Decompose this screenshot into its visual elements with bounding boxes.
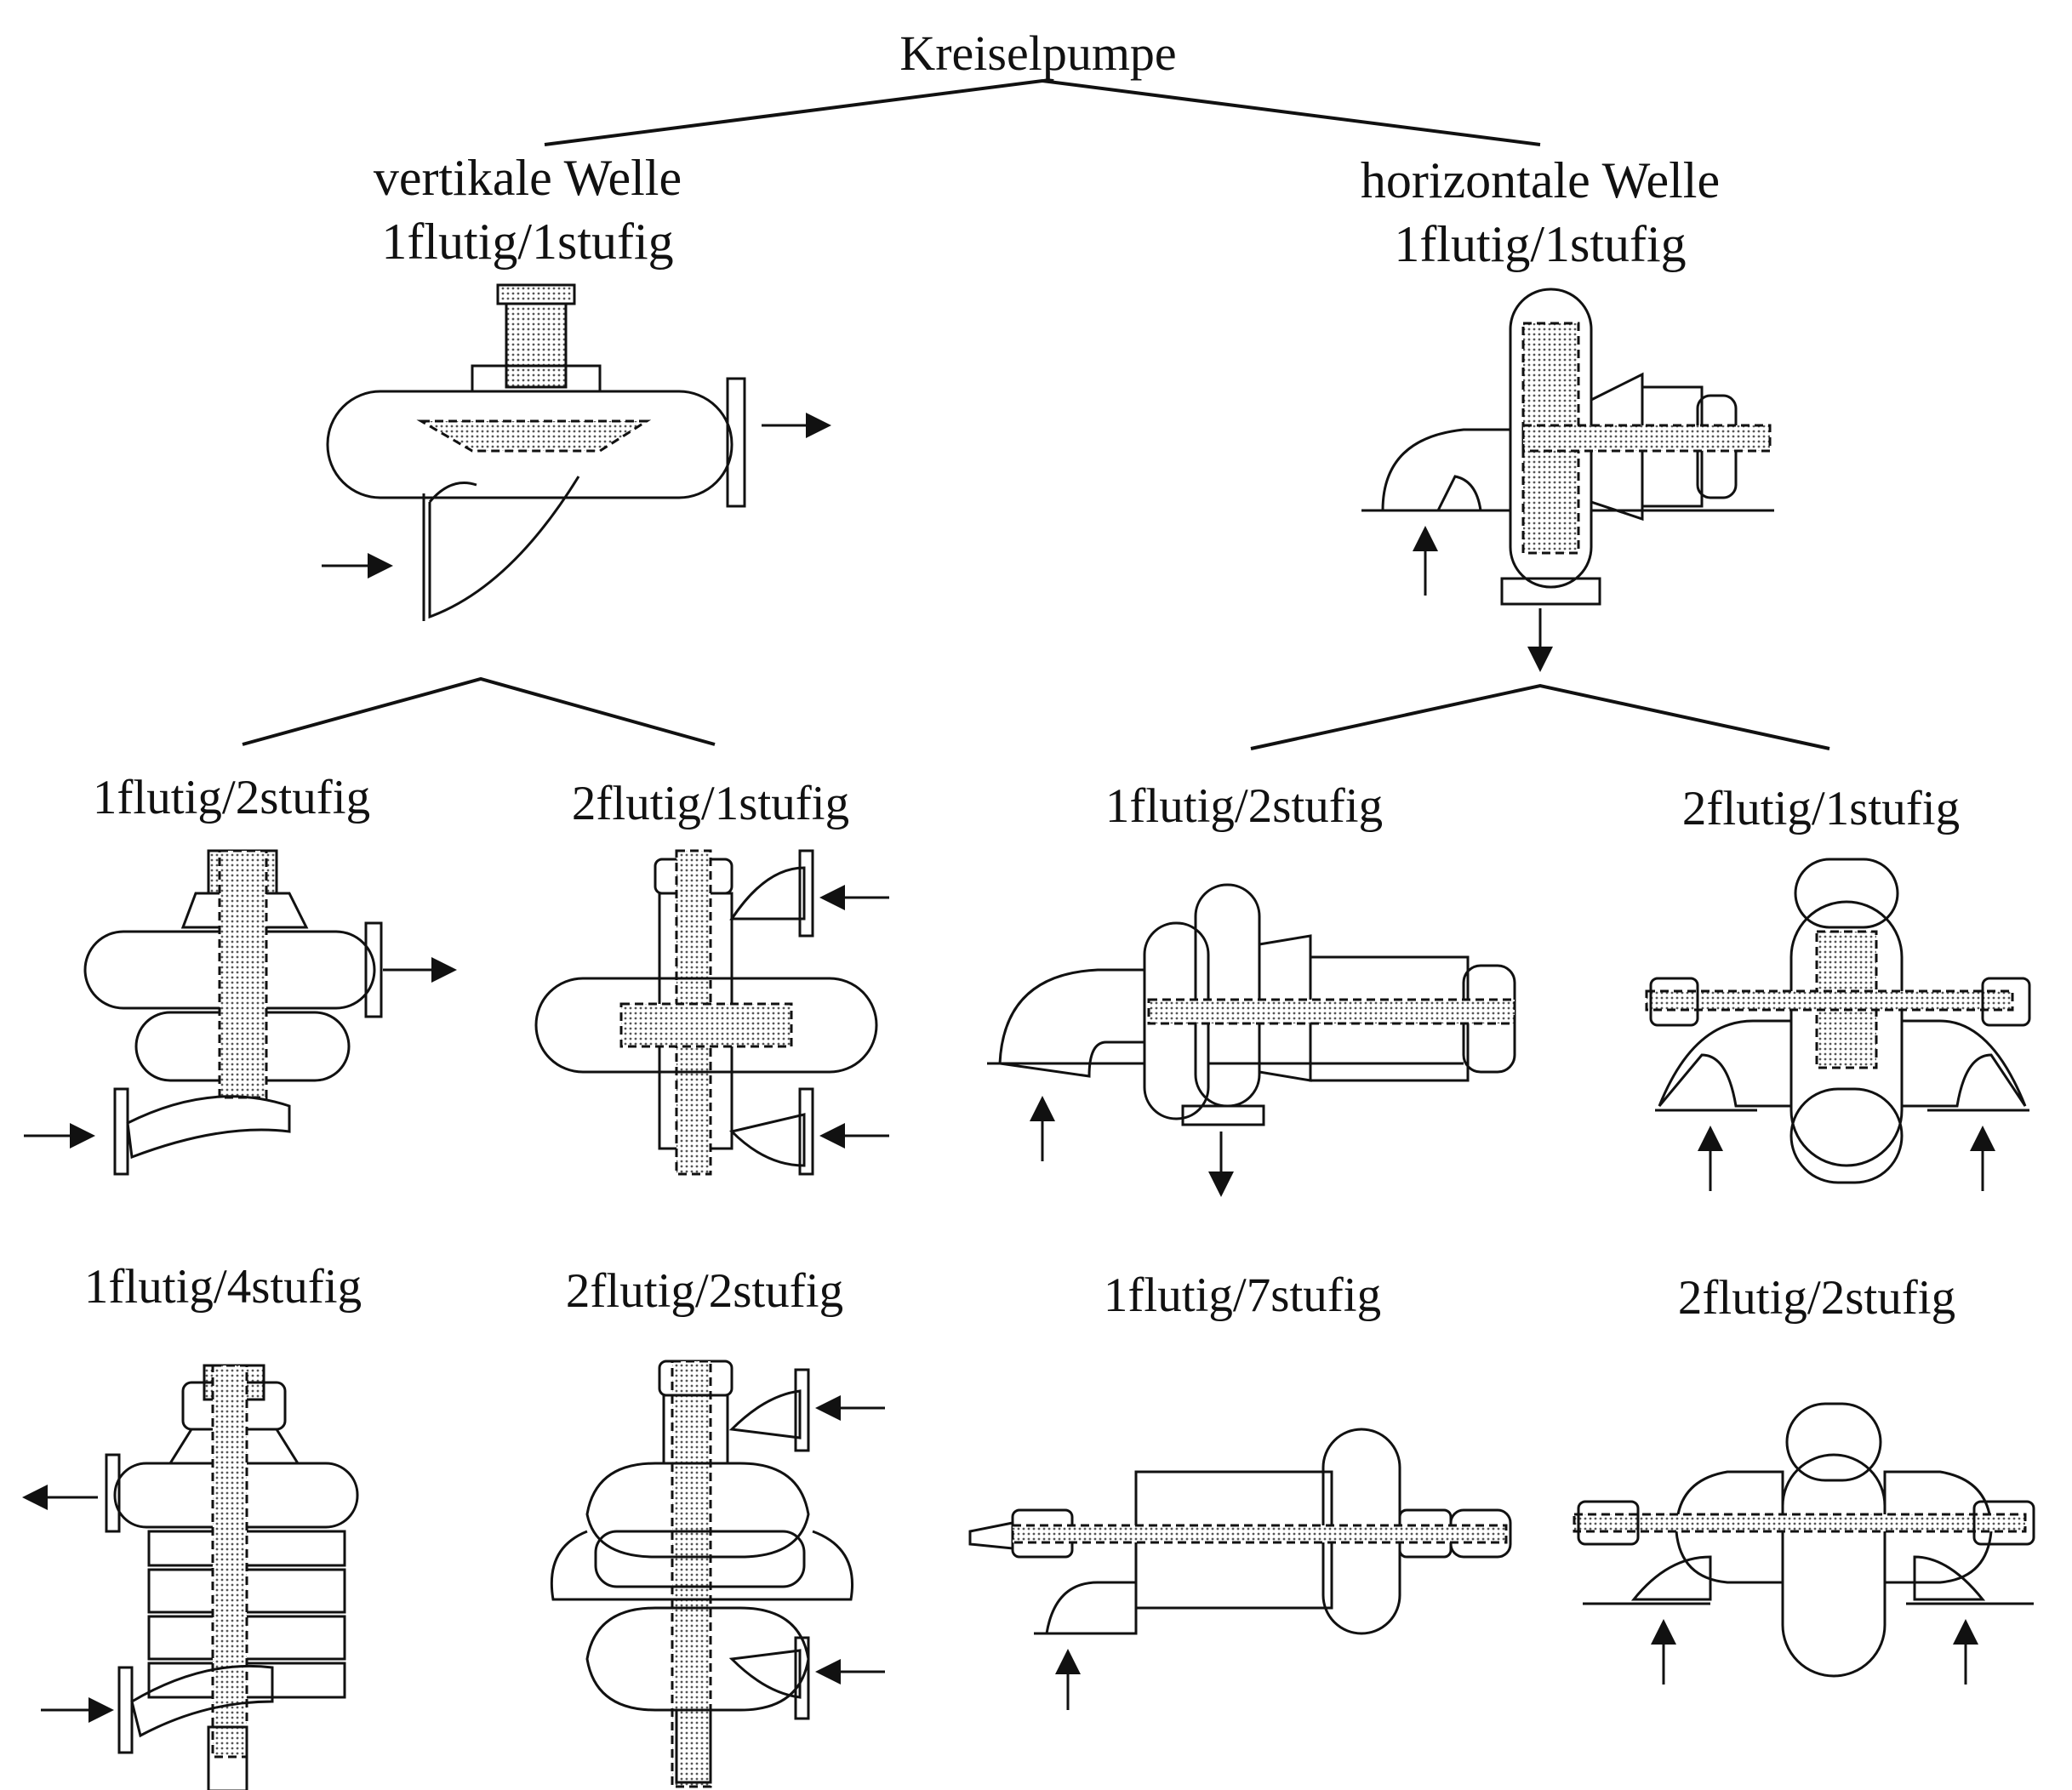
pump-sketch-icon <box>550 1360 885 1788</box>
connector-horizontal <box>1250 683 1830 750</box>
connector-vertical <box>242 676 716 746</box>
variant-label: 1flutig/4stufig <box>83 1260 362 1314</box>
variant-label: 1flutig/2stufig <box>92 771 371 824</box>
pump-sketch-icon <box>21 1364 359 1790</box>
variant-label: 1flutig/2stufig <box>1104 779 1384 833</box>
pump-sketch-icon <box>534 849 889 1176</box>
pump-sketch-icon <box>987 883 1516 1197</box>
pump-sketch-icon <box>968 1428 1512 1710</box>
connector-root <box>544 78 1541 146</box>
variant-label: 2flutig/1stufig <box>1681 782 1961 835</box>
pump-sketch-icon <box>1361 288 1774 672</box>
variant-label: 1flutig/7stufig <box>1103 1268 1382 1322</box>
pump-sketch-icon <box>322 283 831 621</box>
vertical-title: vertikale Welle <box>373 150 682 206</box>
pump-sketch-icon <box>24 849 457 1176</box>
variant-label: 2flutig/2stufig <box>565 1264 844 1318</box>
pump-sketch-icon <box>1645 858 2031 1191</box>
vertical-subtitle: 1flutig/1stufig <box>381 214 674 270</box>
tree-connectors <box>242 78 1830 750</box>
variant-label: 2flutig/1stufig <box>571 777 850 830</box>
horizontal-subtitle: 1flutig/1stufig <box>1394 216 1687 272</box>
variant-label: 2flutig/2stufig <box>1677 1271 1956 1325</box>
pump-sketch-icon <box>1573 1402 2035 1685</box>
horizontal-title: horizontale Welle <box>1360 152 1721 208</box>
root-label: Kreiselpumpe <box>899 26 1177 81</box>
